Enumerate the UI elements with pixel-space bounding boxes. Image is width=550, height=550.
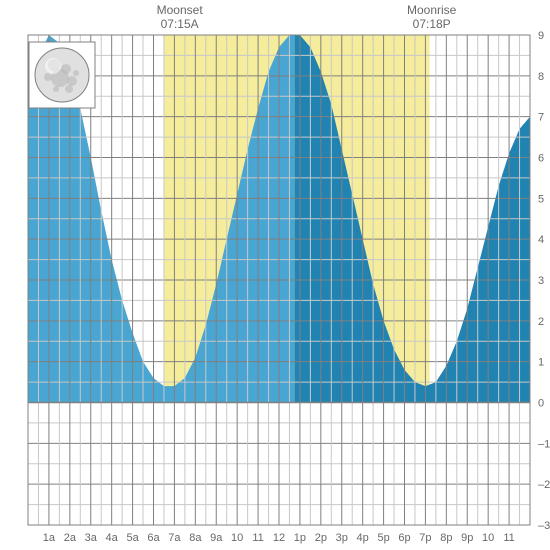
moonrise-time: 07:18P xyxy=(413,17,451,31)
x-tick-label: 8p xyxy=(440,532,452,544)
x-tick-label: 12 xyxy=(273,532,285,544)
x-tick-label: 7a xyxy=(168,532,181,544)
x-tick-label: 6p xyxy=(398,532,410,544)
x-tick-label: 3a xyxy=(85,532,98,544)
moonset-time: 07:15A xyxy=(161,17,199,31)
x-tick-label: 1a xyxy=(43,532,56,544)
x-tick-label: 5a xyxy=(126,532,139,544)
y-tick-label: –2 xyxy=(538,479,550,491)
x-tick-label: 2p xyxy=(315,532,327,544)
moonrise-title: Moonrise xyxy=(407,3,457,17)
y-tick-label: 0 xyxy=(538,398,544,410)
x-tick-label: 4p xyxy=(357,532,369,544)
moonset-title: Moonset xyxy=(157,3,204,17)
x-tick-label: 1p xyxy=(294,532,306,544)
x-tick-label: 11 xyxy=(503,532,514,544)
y-tick-label: 9 xyxy=(538,30,544,42)
y-tick-label: 8 xyxy=(538,71,544,83)
y-tick-label: 3 xyxy=(538,275,544,287)
x-tick-label: 9p xyxy=(461,532,473,544)
y-tick-label: –3 xyxy=(538,520,550,532)
y-tick-label: 5 xyxy=(538,193,544,205)
x-tick-label: 3p xyxy=(336,532,348,544)
x-tick-label: 8a xyxy=(189,532,202,544)
y-tick-label: –1 xyxy=(538,438,550,450)
x-tick-label: 11 xyxy=(252,532,263,544)
x-tick-label: 6a xyxy=(147,532,160,544)
x-tick-label: 2a xyxy=(64,532,77,544)
y-tick-label: 1 xyxy=(538,357,544,369)
tide-chart: –3–2–101234567891a2a3a4a5a6a7a8a9a101112… xyxy=(0,0,550,550)
y-tick-label: 2 xyxy=(538,316,544,328)
y-tick-label: 7 xyxy=(538,112,544,124)
x-tick-label: 7p xyxy=(419,532,431,544)
grid xyxy=(28,35,530,525)
x-tick-label: 10 xyxy=(231,532,243,544)
moon-phase-icon xyxy=(29,42,95,108)
y-tick-label: 4 xyxy=(538,234,544,246)
x-tick-label: 10 xyxy=(482,532,494,544)
y-tick-label: 6 xyxy=(538,153,544,165)
x-tick-label: 9a xyxy=(210,532,223,544)
x-tick-label: 4a xyxy=(106,532,119,544)
x-tick-label: 5p xyxy=(377,532,389,544)
